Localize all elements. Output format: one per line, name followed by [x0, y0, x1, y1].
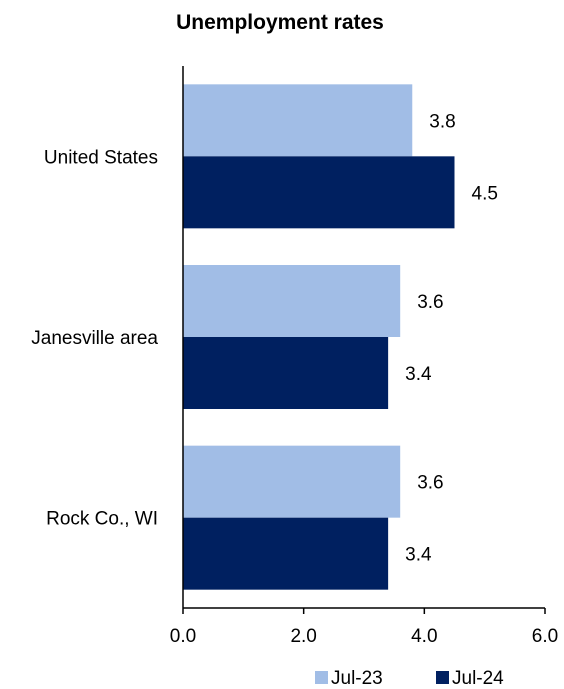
bar-jul-23-united-states	[183, 84, 413, 157]
chart-title: Unemployment rates	[176, 11, 384, 34]
x-tick-label-2: 4.0	[411, 626, 437, 647]
category-labels: United States Janesville area Rock Co., WI	[31, 147, 158, 529]
data-label-jul-23-united-states: 3.8	[429, 111, 455, 132]
bar-jul-24-janesville-area	[183, 337, 389, 409]
x-tick-label-3: 6.0	[532, 626, 558, 647]
x-tick-label-1: 2.0	[290, 626, 316, 647]
bar-jul-23-janesville-area	[183, 265, 401, 337]
data-label-jul-24-united-states: 4.5	[472, 183, 498, 204]
data-label-jul-24-janesville-area: 3.4	[405, 364, 432, 385]
legend-label-jul-23: Jul-23	[331, 668, 383, 689]
legend-swatch-jul-24	[436, 671, 449, 684]
legend-label-jul-24: Jul-24	[452, 668, 504, 689]
category-label-united-states: United States	[44, 147, 158, 168]
data-label-jul-23-rock-co-wi: 3.6	[417, 473, 443, 494]
x-axis-ticks: 0.0 2.0 4.0 6.0	[170, 608, 558, 647]
category-label-rock-co-wi: Rock Co., WI	[46, 509, 158, 530]
category-label-janesville-area: Janesville area	[31, 328, 158, 349]
data-label-jul-23-janesville-area: 3.6	[417, 292, 443, 313]
legend-swatch-jul-23	[315, 671, 328, 684]
bar-jul-24-united-states	[183, 156, 455, 229]
bar-jul-24-rock-co-wi	[183, 517, 389, 590]
legend: Jul-23 Jul-24	[315, 668, 504, 689]
bar-jul-23-rock-co-wi	[183, 445, 401, 518]
data-label-jul-24-rock-co-wi: 3.4	[405, 545, 432, 566]
x-tick-label-0: 0.0	[170, 626, 196, 647]
bars-layer: 3.8 4.5 3.6 3.4 3.6 3.4	[183, 84, 498, 590]
